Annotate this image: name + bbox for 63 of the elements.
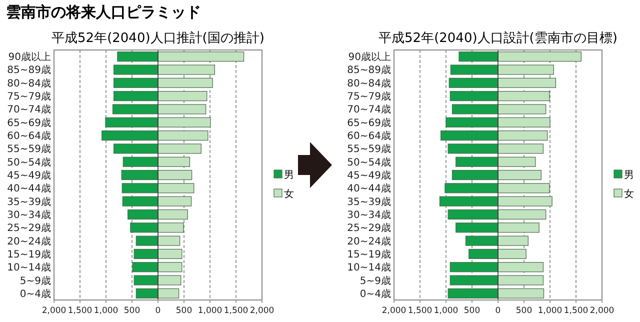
y-tick-label: 60~64歳 [7, 130, 51, 142]
y-tick-label: 15~19歳 [7, 248, 51, 260]
y-tick-label: 85~89歳 [347, 64, 391, 76]
y-tick-label: 60~64歳 [347, 130, 391, 142]
legend-label: 女 [284, 188, 294, 200]
x-tick-label: 1,500 [564, 306, 588, 316]
y-tick-label: 45~49歳 [7, 170, 51, 182]
y-tick-label: 75~79歳 [347, 90, 391, 103]
x-tick-label: 1,000 [434, 306, 458, 316]
y-tick-label: 55~59歳 [7, 143, 51, 156]
y-tick-label: 25~29歳 [7, 222, 51, 234]
y-tick-label: 50~54歳 [7, 156, 51, 168]
x-tick-label: 2,000 [590, 306, 614, 316]
y-tick-label: 5~9歳 [20, 274, 51, 287]
y-tick-label: 10~14歳 [7, 262, 51, 274]
y-tick-label: 80~84歳 [347, 77, 391, 90]
chart-title: 平成52年(2040)人口設計(雲南市の目標) [378, 31, 618, 46]
x-tick-label: 1,000 [94, 306, 118, 316]
legend-label: 女 [624, 188, 634, 200]
x-tick-label: 500 [124, 306, 140, 316]
y-tick-label: 35~39歳 [7, 196, 51, 208]
y-tick-label: 0~4歳 [20, 288, 51, 300]
x-tick-label: 2,000 [250, 306, 274, 316]
y-tick-label: 0~4歳 [360, 288, 391, 300]
y-tick-label: 5~9歳 [360, 274, 391, 287]
y-tick-label: 40~44歳 [347, 182, 391, 195]
legend-label: 男 [624, 170, 634, 181]
x-tick-label: 1,500 [408, 306, 432, 316]
y-tick-label: 40~44歳 [7, 182, 51, 195]
legend-label: 男 [284, 170, 294, 181]
x-tick-label: 2,000 [382, 306, 406, 316]
y-tick-label: 20~24歳 [347, 235, 391, 248]
x-tick-label: 0 [155, 306, 161, 316]
text: 雲南市の将来人口ピラミッド [6, 3, 201, 21]
chart-title: 平成52年(2040)人口推計(国の推計) [52, 31, 264, 46]
y-tick-label: 70~74歳 [347, 104, 391, 116]
y-tick-label: 25~29歳 [347, 222, 391, 234]
y-tick-label: 75~79歳 [7, 90, 51, 103]
y-tick-label: 65~69歳 [7, 116, 51, 129]
x-tick-label: 1,000 [538, 306, 562, 316]
y-tick-label: 55~59歳 [347, 143, 391, 156]
y-tick-label: 50~54歳 [347, 156, 391, 168]
x-tick-label: 500 [516, 306, 532, 316]
y-tick-label: 70~74歳 [7, 104, 51, 116]
y-tick-label: 85~89歳 [7, 64, 51, 76]
x-tick-label: 500 [464, 306, 480, 316]
x-tick-label: 500 [176, 306, 192, 316]
y-tick-label: 90歳以上 [348, 51, 391, 64]
y-tick-label: 30~34歳 [347, 208, 391, 221]
y-tick-label: 80~84歳 [7, 77, 51, 90]
y-tick-label: 10~14歳 [347, 262, 391, 274]
x-tick-label: 2,000 [42, 306, 66, 316]
x-tick-label: 0 [495, 306, 501, 316]
x-tick-label: 1,000 [198, 306, 222, 316]
y-tick-label: 20~24歳 [7, 235, 51, 248]
x-tick-label: 1,500 [224, 306, 248, 316]
y-tick-label: 30~34歳 [7, 208, 51, 221]
y-tick-label: 35~39歳 [347, 196, 391, 208]
y-tick-label: 65~69歳 [347, 116, 391, 129]
y-tick-label: 15~19歳 [347, 248, 391, 260]
x-tick-label: 1,500 [68, 306, 92, 316]
y-tick-label: 45~49歳 [347, 170, 391, 182]
y-tick-label: 90歳以上 [8, 51, 51, 64]
